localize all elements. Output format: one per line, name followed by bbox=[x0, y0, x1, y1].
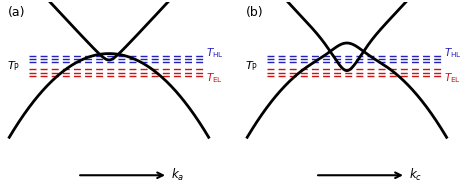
Text: $T_\mathsf{EL}$: $T_\mathsf{EL}$ bbox=[444, 71, 461, 85]
Text: (a): (a) bbox=[8, 6, 25, 19]
Text: $k_a$: $k_a$ bbox=[171, 167, 184, 183]
Text: $T_\mathsf{P}$: $T_\mathsf{P}$ bbox=[246, 59, 258, 73]
Text: $T_\mathsf{HL}$: $T_\mathsf{HL}$ bbox=[444, 46, 462, 60]
Text: $T_\mathsf{EL}$: $T_\mathsf{EL}$ bbox=[206, 71, 223, 85]
Text: $T_\mathsf{P}$: $T_\mathsf{P}$ bbox=[8, 59, 20, 73]
Text: $k_c$: $k_c$ bbox=[409, 167, 422, 183]
Text: (b): (b) bbox=[246, 6, 263, 19]
Text: $T_\mathsf{HL}$: $T_\mathsf{HL}$ bbox=[206, 46, 224, 60]
